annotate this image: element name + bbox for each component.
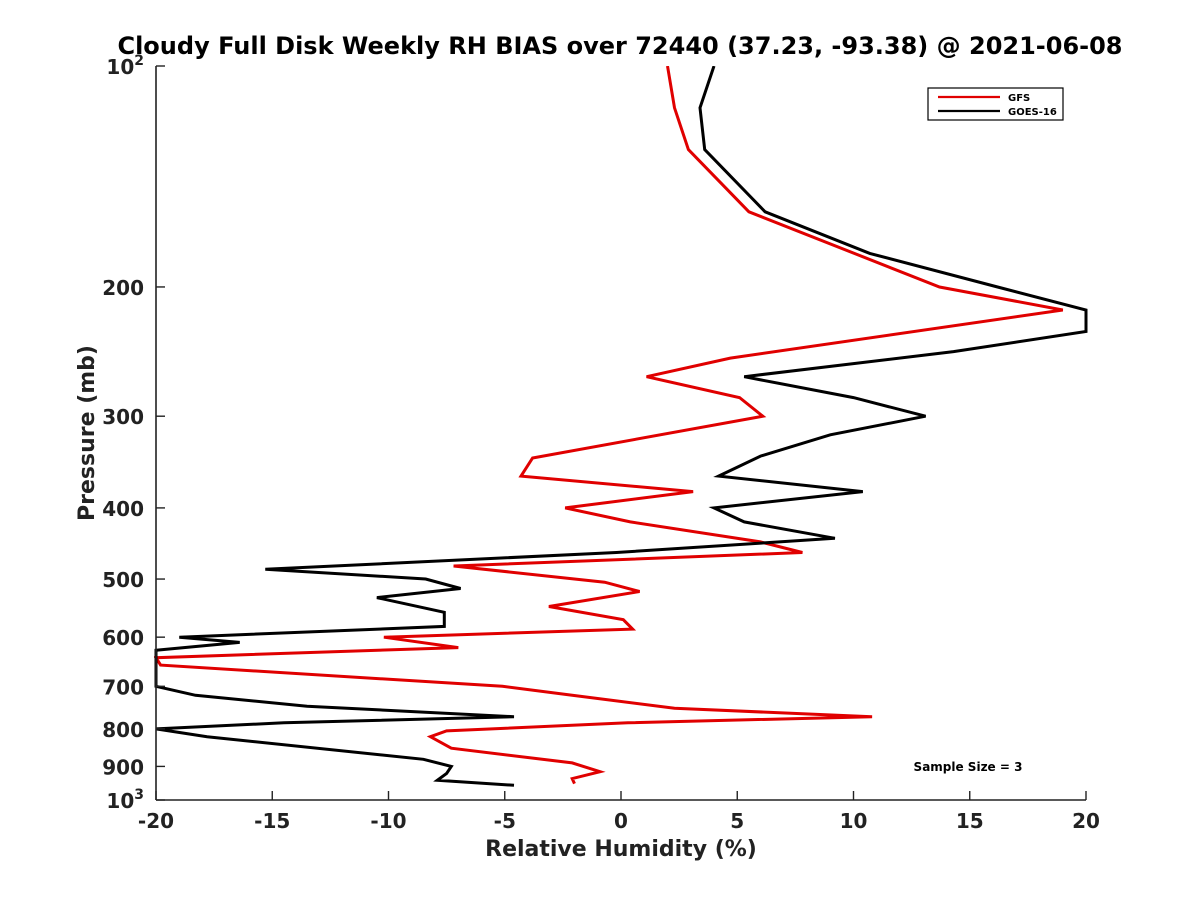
series-line-goes16 (154, 66, 1088, 787)
y-tick-label: 300 (102, 405, 144, 429)
y-tick-label: 600 (102, 626, 144, 650)
legend-box (927, 87, 1064, 121)
legend-label-gfs: GFS (1008, 93, 1030, 104)
legend-label-goes16: GOES-16 (1008, 107, 1057, 118)
y-tick-label: 400 (102, 497, 144, 521)
x-tick-label: -15 (254, 809, 290, 833)
y-tick-label: 800 (102, 718, 144, 742)
y-axis-label: Pressure (mb) (75, 345, 100, 521)
y-tick-label: 200 (102, 276, 144, 300)
chart-title: Cloudy Full Disk Weekly RH BIAS over 724… (117, 32, 1122, 60)
y-tick-label: 102 (106, 53, 144, 79)
series-line-gfs (154, 66, 1064, 785)
x-tick-label: 20 (1072, 809, 1100, 833)
y-axis-ticks: 102 200 300 400 500 600 700 800 900 103 (102, 53, 165, 813)
y-tick-label: 700 (102, 675, 144, 699)
y-tick-label: 900 (102, 755, 144, 779)
x-axis-label: Relative Humidity (%) (485, 837, 757, 862)
y-tick-label: 500 (102, 568, 144, 592)
legend: GFS GOES-16 (927, 87, 1064, 121)
x-tick-label: 0 (614, 809, 628, 833)
x-tick-label: 5 (730, 809, 744, 833)
x-tick-label: 10 (840, 809, 868, 833)
x-tick-label: -5 (494, 809, 516, 833)
x-axis-ticks: -20 -15 -10 -5 0 5 10 15 20 (138, 791, 1100, 833)
x-tick-label: -20 (138, 809, 174, 833)
plot-area (156, 66, 1086, 800)
y-tick-label: 103 (106, 787, 144, 813)
series-layer (154, 66, 1088, 787)
x-tick-label: 15 (956, 809, 984, 833)
sample-size-annotation: Sample Size = 3 (914, 760, 1023, 774)
x-tick-label: -10 (370, 809, 406, 833)
